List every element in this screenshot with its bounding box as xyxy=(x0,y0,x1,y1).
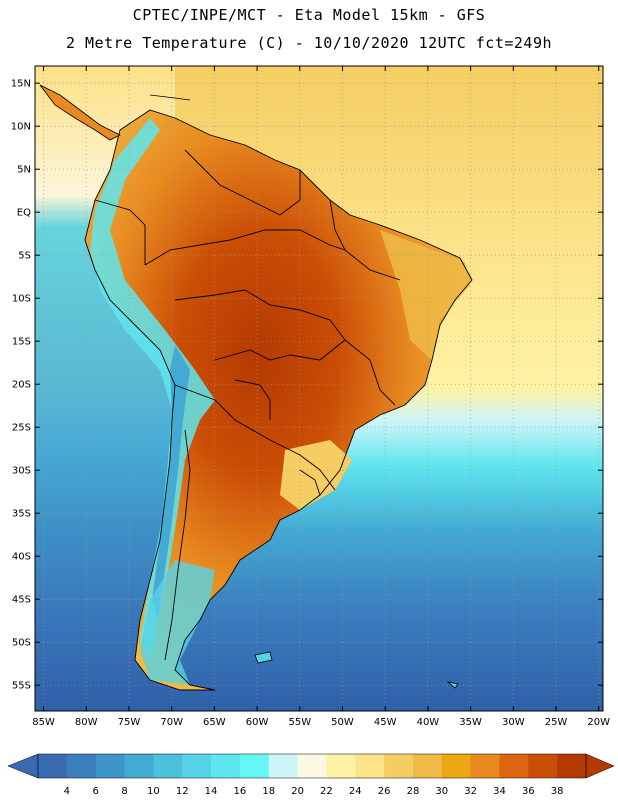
chart-title-line-2: 2 Metre Temperature (C) - 10/10/2020 12U… xyxy=(65,34,553,52)
colorbar-swatch xyxy=(470,754,500,778)
colorbar-level-label: 22 xyxy=(320,786,333,797)
lon-tick-label: 30W xyxy=(502,717,525,728)
lat-tick-label: 40S xyxy=(12,552,31,563)
plot-frame xyxy=(34,65,604,712)
southern-warm-region xyxy=(280,440,352,510)
colorbar-level-label: 4 xyxy=(64,786,70,797)
colorbar-swatch xyxy=(182,754,212,778)
falklands-island xyxy=(254,651,273,664)
colorbar-swatch xyxy=(38,754,68,778)
lat-tick-label: 10N xyxy=(11,122,31,133)
colorbar-level-label: 18 xyxy=(262,786,275,797)
lat-tick-label: 35S xyxy=(12,509,31,520)
colorbar-level-label: 16 xyxy=(234,786,247,797)
lat-tick-label: 5N xyxy=(17,165,31,176)
lon-tick-label: 60W xyxy=(246,717,269,728)
andes-cold-strip xyxy=(90,118,215,660)
colorbar-level-label: 24 xyxy=(349,786,362,797)
lat-tick-label: 45S xyxy=(12,595,31,606)
lon-tick-label: 55W xyxy=(288,717,311,728)
colorbar-swatch xyxy=(355,754,385,778)
colorbar-level-label: 32 xyxy=(464,786,477,797)
map-field xyxy=(35,66,603,711)
colorbar-swatch xyxy=(268,754,299,778)
lon-tick-label: 85W xyxy=(32,717,55,728)
colorbar-level-label: 14 xyxy=(205,786,218,797)
lat-tick-label: 15S xyxy=(12,337,31,348)
lat-tick-label: 15N xyxy=(11,79,31,90)
colorbar-swatch xyxy=(557,754,587,778)
lat-tick-label: EQ xyxy=(17,208,31,219)
colorbar-swatch xyxy=(528,754,558,778)
andes-core xyxy=(152,345,190,620)
lat-tick-label: 25S xyxy=(12,423,31,434)
colorbar-level-label: 34 xyxy=(493,786,506,797)
colorbar-level-label: 28 xyxy=(407,786,420,797)
colorbar-swatch xyxy=(239,754,270,778)
colorbar-level-label: 8 xyxy=(121,786,127,797)
colorbar-level-label: 10 xyxy=(147,786,160,797)
colorbar-level-label: 6 xyxy=(92,786,98,797)
colorbar-level-label: 36 xyxy=(522,786,535,797)
colorbar-level-label: 12 xyxy=(176,786,189,797)
lon-tick-label: 45W xyxy=(374,717,397,728)
colorbar-swatch xyxy=(211,754,241,778)
lat-tick-label: 10S xyxy=(12,294,31,305)
colorbar-swatch xyxy=(297,754,327,778)
lat-tick-label: 30S xyxy=(12,466,31,477)
colorbar-level-label: 26 xyxy=(378,786,391,797)
colorbar-swatch xyxy=(124,754,154,778)
lat-tick-label: 20S xyxy=(12,380,31,391)
longitude-axis: 85W 80W 75W 70W 65W 60W 55W 50W 45W 40W 35W 30W 25W 2… xyxy=(32,66,610,728)
lat-tick-label: 5S xyxy=(18,251,31,262)
colorbar: 4 6 8 10 12 14 16 18 20 22 24 26 28 30 32 34 36 38 xyxy=(7,753,615,797)
latitude-axis: 15N 10N 5N EQ 5S 10S 15S 20S 25S 30S 35S 40S 45S 50S 5… xyxy=(11,79,603,692)
lat-tick-label: 50S xyxy=(12,638,31,649)
central-america-outline xyxy=(39,84,121,141)
colorbar-level-label: 30 xyxy=(435,786,448,797)
south-georgia-island xyxy=(446,681,459,689)
patagonia-cool xyxy=(140,560,215,685)
lon-tick-label: 25W xyxy=(545,717,568,728)
colorbar-swatch xyxy=(95,754,126,778)
lon-tick-label: 70W xyxy=(160,717,183,728)
lon-tick-label: 75W xyxy=(118,717,141,728)
lat-tick-label: 55S xyxy=(12,681,31,692)
country-borders xyxy=(84,109,473,691)
caribbean-island xyxy=(149,94,191,101)
colorbar-swatch xyxy=(384,754,414,778)
northeast-warm-region xyxy=(380,230,470,360)
colorbar-frame xyxy=(37,753,587,779)
lon-tick-label: 20W xyxy=(587,717,610,728)
lon-tick-label: 40W xyxy=(417,717,440,728)
colorbar-swatch xyxy=(153,754,183,778)
colorbar-swatch xyxy=(499,754,529,778)
colorbar-high-arrow xyxy=(585,753,615,779)
colorbar-swatch xyxy=(412,754,443,778)
colorbar-level-label: 38 xyxy=(551,786,564,797)
lon-tick-label: 80W xyxy=(75,717,98,728)
colorbar-level-label: 20 xyxy=(291,786,304,797)
graticule xyxy=(35,66,603,711)
colorbar-swatch xyxy=(441,754,472,778)
lon-tick-label: 35W xyxy=(459,717,482,728)
colorbar-low-arrow xyxy=(7,753,39,779)
lon-tick-label: 50W xyxy=(331,717,354,728)
lon-tick-label: 65W xyxy=(203,717,226,728)
colorbar-swatch xyxy=(326,754,356,778)
chart-title-line-1: CPTEC/INPE/MCT - Eta Model 15km - GFS xyxy=(132,6,486,24)
colorbar-swatch xyxy=(66,754,97,778)
